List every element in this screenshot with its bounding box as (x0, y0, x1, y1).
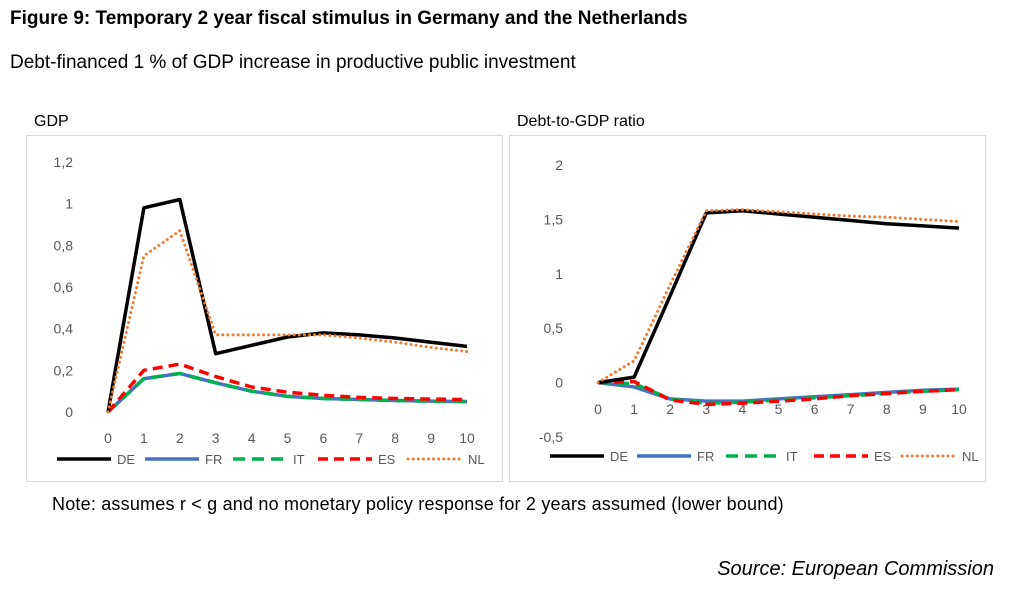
chart-1-xtick-label: 4 (739, 401, 747, 417)
chart-0-xtick-label: 5 (284, 430, 292, 446)
gdp-chart-title: GDP (34, 113, 69, 130)
chart-0-series-fr-line (106, 371, 468, 414)
chart-1-xtick-label: 6 (811, 401, 819, 417)
chart-1-legend-label-it: IT (786, 449, 798, 464)
chart-0-xtick-label: 10 (459, 430, 475, 446)
chart-0-ytick-label: 0,6 (54, 279, 74, 295)
chart-1-ytick-label: 1,5 (544, 211, 564, 227)
chart-1-ytick-label: 0,5 (544, 320, 564, 336)
chart-0-legend-label-fr: FR (205, 452, 222, 467)
chart-0-xtick-label: 8 (391, 430, 399, 446)
figure-title: Figure 9: Temporary 2 year fiscal stimul… (10, 8, 688, 29)
chart-0-series-nl-line (106, 229, 469, 414)
chart-0-legend-label-nl: NL (468, 452, 485, 467)
chart-1-xtick-label: 1 (630, 401, 638, 417)
chart-1-xtick-label: 8 (883, 401, 891, 417)
debt-chart: -0,5 0 0,5 1 1,5 2 0 1 2 3 4 5 6 7 8 9 10 DE FR IT ES NL (509, 135, 986, 482)
chart-0-legend-label-es: ES (378, 452, 396, 467)
chart-1-xtick-label: 2 (666, 401, 674, 417)
chart-0-series-de-line (106, 197, 468, 413)
chart-0-series-it-line (106, 371, 468, 414)
chart-0-ytick-label: 0,2 (54, 362, 74, 378)
chart-1-series-nl-line (596, 208, 961, 385)
chart-1-legend-label-fr: FR (697, 449, 714, 464)
chart-0-xtick-label: 4 (248, 430, 256, 446)
chart-1-ytick-label: -0,5 (539, 429, 563, 445)
chart-0-ytick-label: 0,4 (54, 321, 74, 337)
chart-0-xtick-label: 1 (140, 430, 148, 446)
chart-1-series-es-line (597, 379, 960, 407)
debt-chart-title: Debt-to-GDP ratio (517, 113, 645, 130)
chart-0-ytick-label: 1,2 (54, 154, 74, 170)
chart-1-ytick-label: 2 (555, 157, 563, 173)
chart-1-xtick-label: 3 (702, 401, 710, 417)
figure-note: Note: assumes r < g and no monetary poli… (52, 494, 784, 514)
chart-1-legend-label-es: ES (874, 449, 892, 464)
chart-0-ytick-label: 1 (65, 196, 73, 212)
chart-1-xtick-label: 7 (847, 401, 855, 417)
chart-1-legend-label-nl: NL (962, 449, 979, 464)
chart-1-ytick-label: 0 (555, 375, 563, 391)
chart-0-ytick-label: 0 (65, 404, 73, 420)
chart-0-legend-label-de: DE (117, 452, 135, 467)
gdp-chart-svg: 0 0,2 0,4 0,6 0,8 1 1,2 0 1 2 3 4 5 6 7 8 9 10 DE FR IT ES NL (54, 154, 485, 467)
gdp-chart: 0 0,2 0,4 0,6 0,8 1 1,2 0 1 2 3 4 5 6 7 8 9 10 DE FR IT ES NL (26, 135, 503, 482)
chart-1-xtick-label: 10 (951, 401, 967, 417)
chart-0-xtick-label: 3 (212, 430, 220, 446)
chart-0-xtick-label: 6 (320, 430, 328, 446)
chart-1-xtick-label: 5 (775, 401, 783, 417)
chart-1-xtick-label: 9 (919, 401, 927, 417)
chart-1-series-de-line (597, 208, 960, 385)
chart-0-xtick-label: 7 (355, 430, 363, 446)
chart-0-legend-label-it: IT (293, 452, 305, 467)
chart-0-xtick-label: 0 (104, 430, 112, 446)
chart-1-ytick-label: 1 (555, 266, 563, 282)
chart-0-ytick-label: 0,8 (54, 237, 74, 253)
figure-source: Source: European Commission (717, 558, 994, 580)
figure-subtitle: Debt-financed 1 % of GDP increase in pro… (10, 52, 576, 73)
chart-1-xtick-label: 0 (594, 401, 602, 417)
chart-0-xtick-label: 2 (176, 430, 184, 446)
chart-0-series-es-line (106, 362, 468, 414)
chart-1-legend-label-de: DE (610, 449, 628, 464)
debt-chart-svg: -0,5 0 0,5 1 1,5 2 0 1 2 3 4 5 6 7 8 9 10 DE FR IT ES NL (539, 157, 979, 464)
chart-0-xtick-label: 9 (427, 430, 435, 446)
